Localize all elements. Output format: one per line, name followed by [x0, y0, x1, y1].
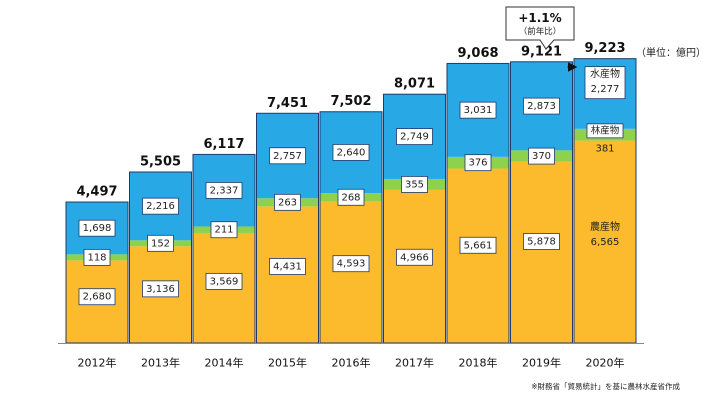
value-fish-3: 2,757: [273, 151, 302, 162]
value-fish-8: 2,277: [591, 84, 620, 95]
value-forest-1-box: [147, 234, 174, 252]
value-agri-1-box: [142, 280, 179, 298]
value-forest-0: 118: [87, 252, 106, 263]
value-forest-4: 268: [341, 192, 360, 203]
series-name-fish-box: [584, 66, 626, 100]
value-forest-8: 381: [595, 143, 614, 154]
value-agri-6: 5,661: [464, 240, 493, 251]
x-tick-label-3: 2015年: [268, 356, 307, 370]
callout-caption: （前年比）: [519, 26, 562, 37]
total-label-0: 4,497: [76, 185, 117, 200]
total-label-8: 9,223: [584, 41, 625, 56]
x-tick-label-5: 2017年: [395, 356, 434, 370]
value-agri-2: 3,569: [210, 276, 239, 287]
value-agri-4: 4,593: [337, 259, 366, 270]
series-name-agri: 農産物: [590, 220, 620, 233]
total-label-4: 7,502: [330, 94, 371, 109]
value-agri-8: 6,565: [591, 237, 620, 248]
unit-label: （単位：億円）: [636, 48, 706, 59]
value-forest-5: 355: [405, 179, 424, 190]
value-fish-0: 1,698: [83, 223, 112, 234]
value-agri-3: 4,431: [273, 261, 302, 272]
total-label-1: 5,505: [140, 154, 181, 169]
value-fish-1-box: [142, 197, 179, 215]
value-agri-1: 3,136: [146, 284, 175, 295]
value-fish-6-box: [459, 101, 497, 119]
value-fish-7-box: [523, 97, 560, 115]
value-agri-2-box: [205, 272, 243, 290]
value-agri-3-box: [269, 258, 306, 275]
series-name-forest-box: [586, 123, 624, 139]
value-forest-1: 152: [151, 238, 170, 249]
total-label-2: 6,117: [203, 137, 244, 152]
value-fish-3-box: [269, 147, 306, 165]
callout-bubble: [505, 6, 575, 50]
value-fish-4-box: [332, 144, 370, 161]
total-label-7: 9,121: [521, 44, 562, 59]
bar-agri-5: [383, 189, 446, 343]
value-forest-5-box: [401, 176, 428, 193]
total-label-3: 7,451: [267, 96, 308, 111]
bar-agri-6: [447, 168, 509, 343]
series-name-forest: 林産物: [591, 124, 620, 136]
x-tick-label-4: 2016年: [332, 356, 371, 370]
value-fish-1: 2,216: [146, 201, 175, 212]
source-note: ※財務省「貿易統計」を基に農林水産省作成: [531, 382, 680, 391]
value-forest-4-box: [337, 188, 365, 206]
value-forest-3-box: [274, 193, 301, 211]
bar-agri-4: [320, 201, 382, 343]
x-tick-label-8: 2020年: [586, 356, 625, 370]
x-tick-label-0: 2012年: [78, 356, 117, 370]
value-fish-2-box: [205, 182, 243, 199]
value-fish-7: 2,873: [527, 101, 556, 112]
value-forest-3: 263: [278, 197, 297, 208]
value-forest-7: 370: [532, 151, 551, 162]
callout-percent: +1.1%: [518, 11, 561, 25]
value-agri-6-box: [459, 236, 497, 254]
value-fish-6: 3,031: [464, 105, 493, 116]
value-fish-0-box: [78, 219, 116, 237]
value-agri-7: 5,878: [527, 237, 556, 248]
value-agri-0: 2,680: [83, 292, 112, 303]
value-forest-6: 376: [468, 158, 487, 169]
value-fish-4: 2,640: [337, 147, 366, 158]
total-label-6: 9,068: [457, 46, 498, 61]
value-agri-5-box: [396, 248, 433, 266]
value-fish-2: 2,337: [210, 185, 239, 196]
value-agri-4-box: [332, 255, 370, 273]
bar-agri-8: [574, 140, 636, 343]
value-fish-5: 2,749: [400, 132, 429, 143]
bar-agri-7: [510, 161, 573, 343]
value-forest-0-box: [83, 248, 111, 266]
value-agri-7-box: [523, 233, 560, 250]
series-name-fish: 水産物: [590, 67, 620, 80]
value-forest-2-box: [210, 221, 238, 239]
value-forest-2: 211: [214, 225, 233, 236]
value-forest-7-box: [528, 147, 555, 165]
value-fish-5-box: [396, 128, 433, 145]
value-forest-6-box: [464, 154, 492, 172]
value-agri-5: 4,966: [400, 252, 429, 263]
x-tick-label-7: 2019年: [522, 356, 561, 370]
x-tick-label-2: 2014年: [205, 356, 244, 370]
x-tick-label-1: 2013年: [141, 356, 180, 370]
value-agri-0-box: [78, 288, 116, 306]
total-label-5: 8,071: [394, 77, 435, 92]
x-tick-label-6: 2018年: [459, 356, 498, 370]
